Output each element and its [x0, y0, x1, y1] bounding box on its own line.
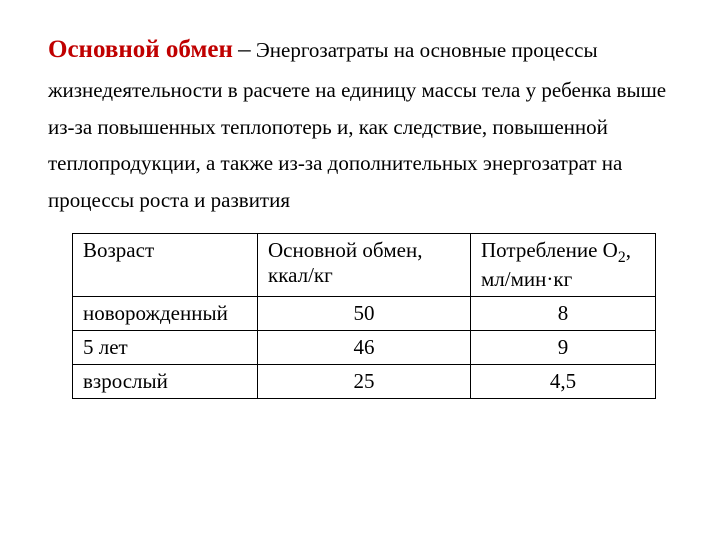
cell-bm: 25: [258, 364, 471, 398]
cell-o2: 4,5: [471, 364, 656, 398]
cell-bm: 46: [258, 330, 471, 364]
slide: Основной обмен – Энергозатраты на основн…: [0, 0, 720, 540]
definition-text: Энергозатраты на основные процессы жизне…: [48, 38, 666, 212]
cell-bm: 50: [258, 296, 471, 330]
cell-age: взрослый: [73, 364, 258, 398]
col-header-age: Возраст: [73, 233, 258, 296]
cell-o2: 8: [471, 296, 656, 330]
table-header-row: Возраст Основной обмен, ккал/кг Потребле…: [73, 233, 656, 296]
cell-o2: 9: [471, 330, 656, 364]
col-header-o2: Потребление О2, мл/мин·кг: [471, 233, 656, 296]
col-header-bm: Основной обмен, ккал/кг: [258, 233, 471, 296]
cell-age: 5 лет: [73, 330, 258, 364]
intro-paragraph: Основной обмен – Энергозатраты на основн…: [48, 28, 672, 219]
dash: –: [238, 36, 251, 63]
term-title: Основной обмен: [48, 36, 233, 63]
table-row: взрослый 25 4,5: [73, 364, 656, 398]
metabolism-table: Возраст Основной обмен, ккал/кг Потребле…: [72, 233, 656, 399]
cell-age: новорожденный: [73, 296, 258, 330]
table-row: 5 лет 46 9: [73, 330, 656, 364]
table-row: новорожденный 50 8: [73, 296, 656, 330]
